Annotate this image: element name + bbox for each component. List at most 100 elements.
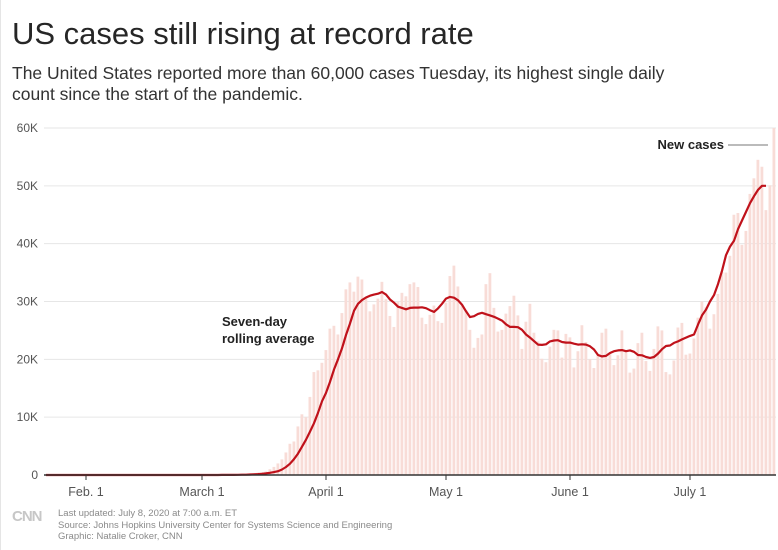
- new-cases-bar: [512, 295, 516, 475]
- x-tick-label: June 1: [551, 485, 589, 499]
- new-cases-bar: [308, 396, 312, 475]
- new-cases-bar: [728, 255, 732, 475]
- new-cases-bar: [560, 357, 564, 475]
- new-cases-bar: [676, 327, 680, 475]
- new-cases-bar: [548, 346, 552, 475]
- x-tick-label: March 1: [179, 485, 224, 499]
- new-cases-bar: [568, 337, 572, 475]
- footer-graphic: Graphic: Natalie Croker, CNN: [58, 531, 183, 542]
- y-tick-label: 20K: [17, 352, 38, 366]
- new-cases-bar: [600, 332, 604, 475]
- y-tick-label: 30K: [17, 295, 38, 309]
- new-cases-bar: [540, 358, 544, 475]
- new-cases-bar: [528, 303, 532, 475]
- y-axis-labels: 0 10K 20K 30K 40K 50K 60K: [17, 121, 39, 482]
- footer: Last updated: July 8, 2020 at 7:00 a.m. …: [58, 508, 392, 543]
- new-cases-bar: [696, 317, 700, 475]
- new-cases-bar: [476, 337, 480, 475]
- new-cases-bar: [420, 317, 424, 475]
- new-cases-bar: [652, 348, 656, 475]
- new-cases-bar: [416, 287, 420, 475]
- new-cases-bar: [544, 362, 548, 475]
- new-cases-bar: [624, 350, 628, 475]
- new-cases-bar: [612, 365, 616, 475]
- new-cases-bar: [576, 351, 580, 475]
- new-cases-bar: [628, 372, 632, 475]
- new-cases-bar: [304, 417, 308, 475]
- new-cases-bar: [720, 272, 724, 475]
- new-cases-bar: [480, 334, 484, 475]
- new-cases-bar: [764, 210, 768, 475]
- new-cases-bar: [464, 310, 468, 475]
- new-cases-bar: [616, 355, 620, 475]
- y-tick-label: 40K: [17, 237, 38, 251]
- new-cases-bar: [500, 329, 504, 475]
- new-cases-bar: [276, 463, 280, 475]
- new-cases-bar: [724, 272, 728, 475]
- x-tick-label: July 1: [674, 485, 707, 499]
- new-cases-bar: [524, 321, 528, 475]
- new-cases-bar: [332, 325, 336, 475]
- new-cases-bar: [344, 289, 348, 475]
- footer-source: Source: Johns Hopkins University Center …: [58, 519, 393, 531]
- new-cases-bar: [572, 367, 576, 475]
- new-cases-bar: [660, 330, 664, 475]
- new-cases-bar: [440, 322, 444, 475]
- new-cases-bar: [752, 178, 756, 475]
- new-cases-bar: [684, 354, 688, 475]
- new-cases-bar: [348, 282, 352, 475]
- annotation-rolling-average: Seven-day: [222, 314, 288, 329]
- y-tick-label: 10K: [17, 410, 38, 424]
- new-cases-bar: [444, 302, 448, 475]
- new-cases-bar: [368, 311, 372, 475]
- new-cases-bar: [452, 265, 456, 475]
- new-cases-bar: [740, 244, 744, 475]
- new-cases-bar: [472, 347, 476, 475]
- new-cases-bar: [432, 305, 436, 475]
- new-cases-bar: [488, 273, 492, 475]
- chart-title: US cases still rising at record rate: [12, 16, 474, 51]
- new-cases-bar: [484, 284, 488, 475]
- new-cases-bar: [400, 292, 404, 475]
- new-cases-bar: [328, 328, 332, 475]
- new-cases-bar: [516, 315, 520, 475]
- new-cases-bar: [632, 368, 636, 475]
- new-cases-bar: [496, 331, 500, 475]
- annotation-new-cases: New cases: [658, 137, 725, 152]
- new-cases-bar: [520, 348, 524, 475]
- new-cases-bar: [364, 296, 368, 475]
- new-cases-bar: [456, 286, 460, 475]
- new-cases-bar: [680, 322, 684, 475]
- new-cases-bar: [336, 334, 340, 475]
- new-cases-bar: [280, 459, 284, 475]
- new-cases-bar: [356, 276, 360, 475]
- new-cases-bar: [448, 276, 452, 475]
- new-cases-bar: [736, 213, 740, 475]
- new-cases-bar: [760, 166, 764, 475]
- new-cases-bar: [296, 426, 300, 475]
- x-axis-ticks: Feb. 1 March 1 April 1 May 1 June 1 July 1: [68, 475, 706, 499]
- new-cases-bar: [644, 361, 648, 475]
- new-cases-bar: [580, 325, 584, 475]
- annotation-rolling-average: rolling average: [222, 331, 314, 346]
- new-cases-bar: [396, 302, 400, 475]
- y-tick-label: 50K: [17, 179, 38, 193]
- new-cases-bar: [716, 293, 720, 475]
- new-cases-bar: [732, 214, 736, 475]
- new-cases-bar: [604, 328, 608, 475]
- annotations: New cases Seven-day rolling average: [222, 137, 768, 346]
- new-cases-bar: [608, 354, 612, 475]
- new-cases-bar: [360, 279, 364, 475]
- footer-updated: Last updated: July 8, 2020 at 7:00 a.m. …: [58, 508, 238, 519]
- new-cases-bar: [564, 333, 568, 475]
- new-cases-bar: [588, 359, 592, 475]
- new-cases-bar: [556, 330, 560, 475]
- new-cases-bar: [508, 306, 512, 475]
- new-cases-bar: [744, 230, 748, 475]
- new-cases-bar: [272, 466, 276, 475]
- new-cases-bar: [392, 326, 396, 475]
- new-cases-bar: [340, 313, 344, 475]
- new-cases-bar: [408, 284, 412, 475]
- new-cases-bar: [380, 281, 384, 475]
